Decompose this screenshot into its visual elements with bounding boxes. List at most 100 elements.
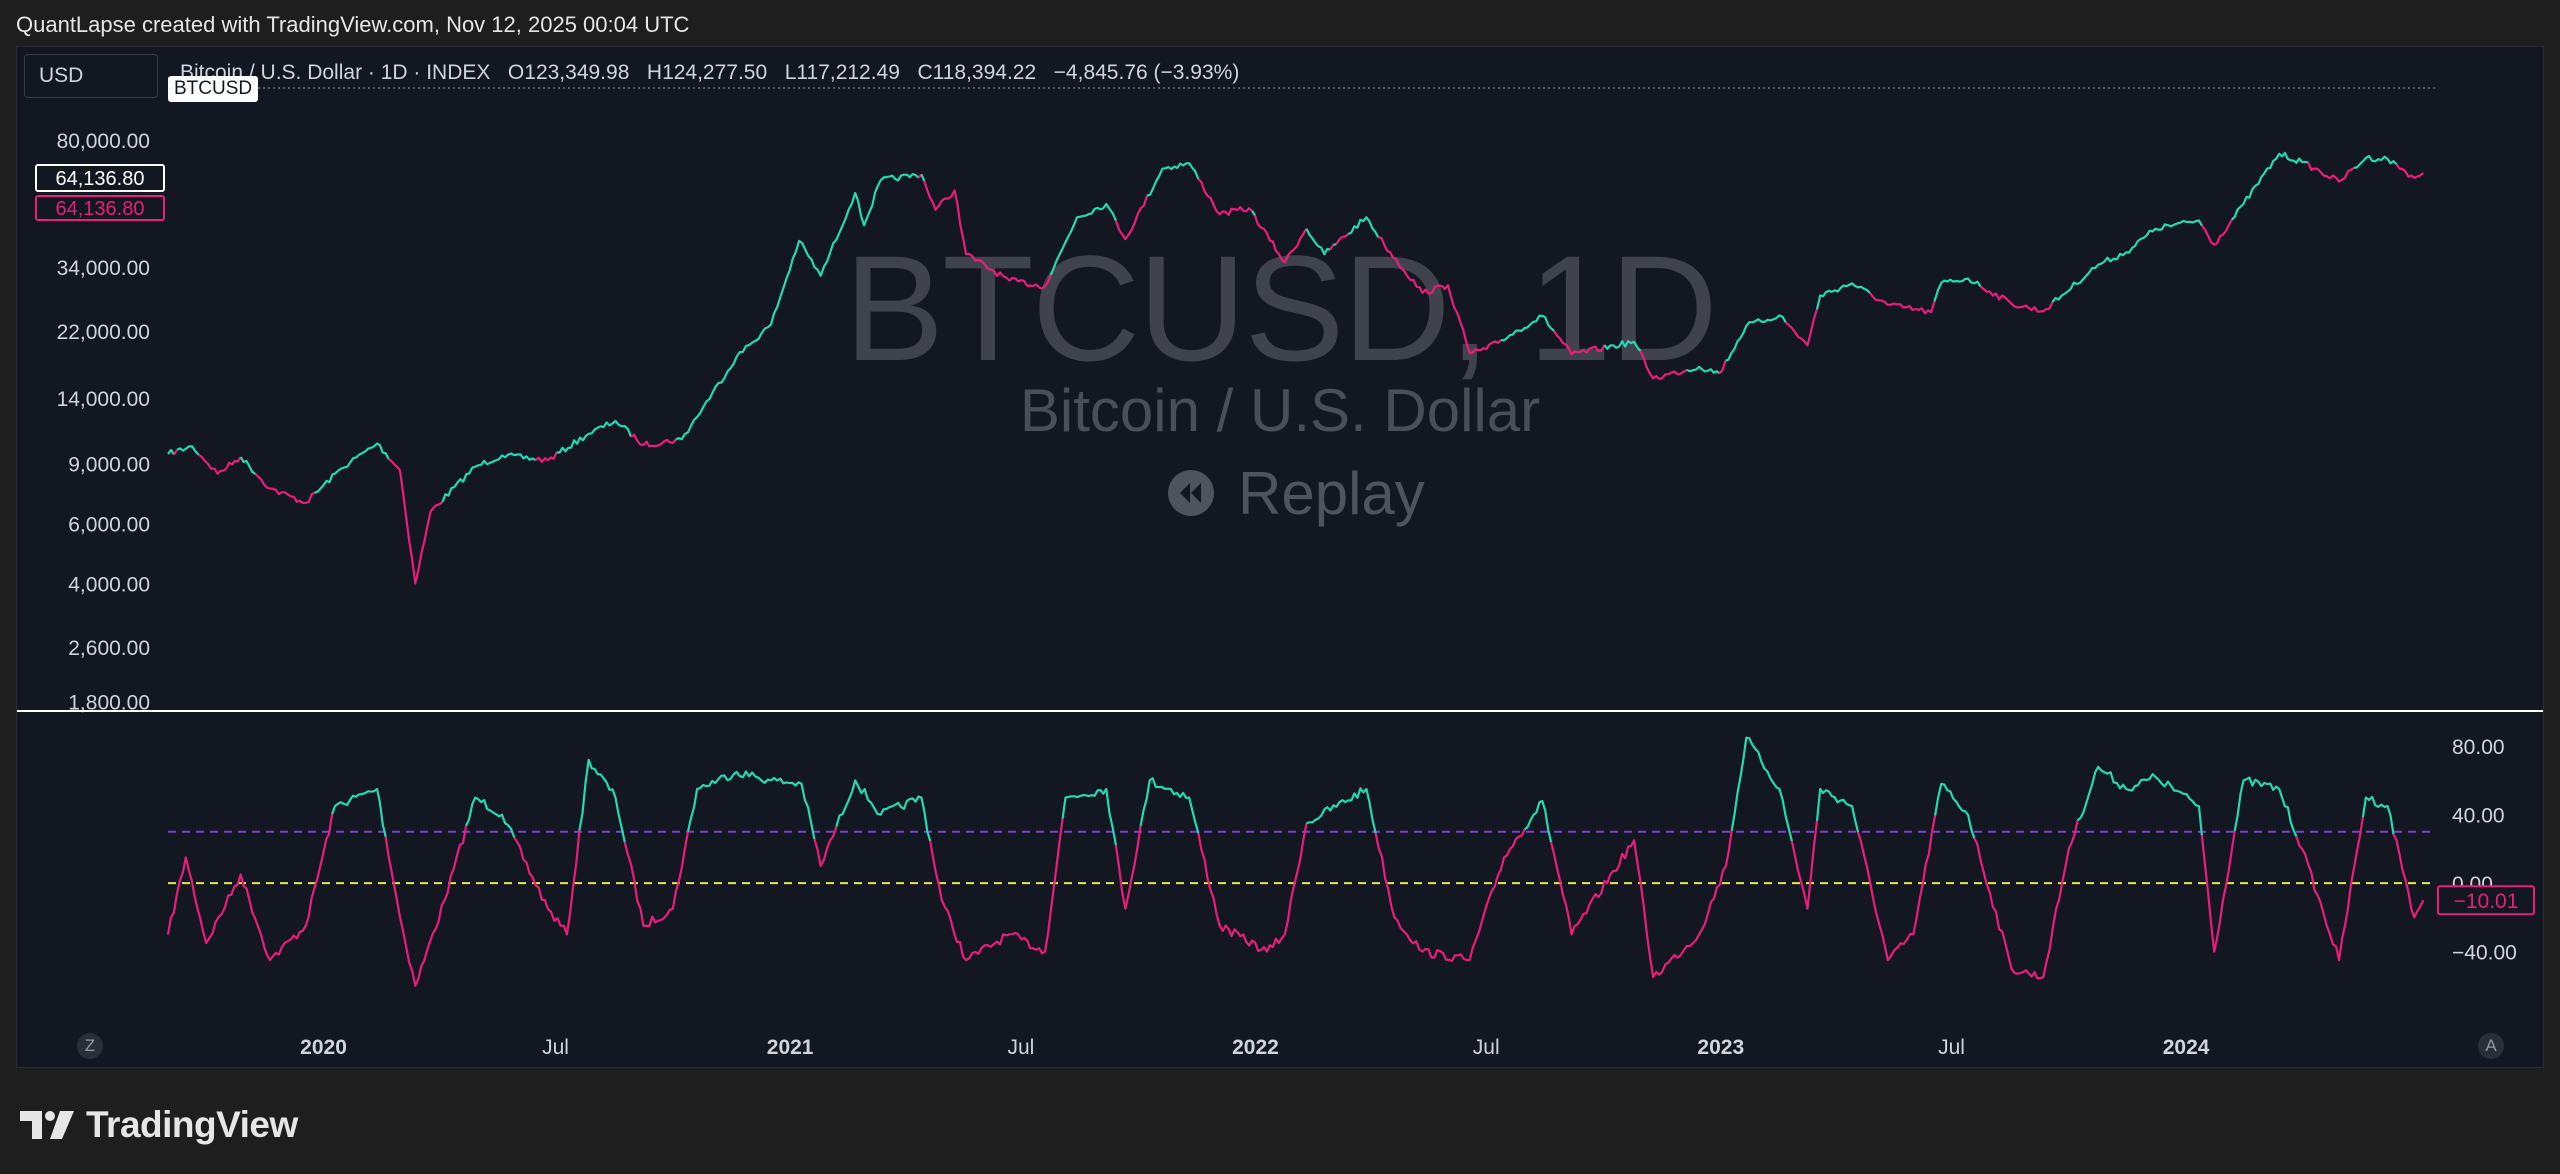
price-tick-label: 9,000.00 (68, 453, 150, 476)
legend-change: −4,845.76 (−3.93%) (1053, 61, 1240, 84)
symbol-legend: Bitcoin / U.S. Dollar · 1D · INDEX O123,… (180, 61, 1239, 85)
oscillator-segment (1523, 799, 1553, 843)
replay-watermark[interactable]: Replay (1168, 458, 1425, 528)
price-segment (1815, 282, 1871, 310)
legend-close: 118,394.22 (932, 61, 1037, 84)
oscillator-segment (1973, 819, 2079, 980)
tradingview-logo-text: TradingView (86, 1104, 298, 1145)
legend-high: 124,277.50 (662, 61, 768, 84)
price-segment (1933, 277, 1982, 302)
last-price-box-white (35, 164, 165, 192)
price-segment (1049, 202, 1117, 276)
price-segment (1500, 314, 1555, 342)
price-segment (1197, 178, 1253, 217)
oscillator-segment (1550, 830, 1733, 979)
auto-zoom-button[interactable]: Z (77, 1033, 103, 1059)
oscillator-segment (1730, 736, 1793, 842)
oscillator-segment (1934, 782, 1976, 839)
oscillator-segment (813, 826, 838, 868)
price-segment (1251, 210, 1256, 217)
last-price-label-pink: 64,136.80 (56, 198, 145, 220)
legend-low-label: L (784, 61, 797, 84)
oscillator-segment (1197, 822, 1308, 953)
price-segment (1378, 236, 1502, 354)
oscillator-segment (1061, 787, 1117, 846)
price-tick-label: 80,000.00 (57, 130, 150, 153)
price-segment (167, 448, 176, 456)
watermark-symbol: BTCUSD, 1D (844, 224, 1718, 392)
oscillator-segment (2361, 795, 2395, 835)
last-price-label-white: 64,136.80 (56, 168, 145, 190)
price-segment (1553, 330, 1606, 356)
oscillator-segment (2392, 833, 2425, 919)
oscillator-tick-label: −40.00 (2452, 942, 2517, 965)
watermark-description: Bitcoin / U.S. Dollar (1019, 377, 1541, 444)
oscillator-segment (835, 779, 932, 842)
price-segment (2231, 151, 2309, 221)
price-segment (2201, 219, 2233, 246)
oscillator-segment (2295, 817, 2364, 962)
time-tick-label: 2024 (2163, 1036, 2210, 1059)
oscillator-segment (331, 787, 387, 837)
price-segment (1335, 233, 1350, 245)
price-tick-label: 1,800.00 (68, 692, 150, 715)
price-series (167, 151, 2425, 585)
price-segment (1347, 216, 1380, 238)
time-tick-label: Jul (1938, 1036, 1965, 1059)
oscillator-segment (2200, 830, 2236, 953)
oscillator-segment (1374, 829, 1526, 963)
oscillator-segment (1857, 815, 1937, 962)
oscillator-segment (2076, 765, 2203, 836)
price-segment (2353, 154, 2398, 169)
tradingview-logo[interactable]: TradingView (20, 1104, 298, 1146)
price-tick-label: 34,000.00 (57, 257, 150, 280)
price-segment (1114, 195, 1149, 241)
currency-selector[interactable]: USD (24, 54, 158, 98)
oscillator-segment (1790, 820, 1819, 910)
oscillator-segment (1114, 825, 1142, 910)
oscillator-last-label: −10.01 (2454, 890, 2519, 913)
rewind-icon (1168, 470, 1214, 516)
oscillator-segment (929, 818, 1064, 962)
price-segment (1639, 350, 1688, 380)
oscillator-last-box (2437, 885, 2535, 916)
price-tick-label: 22,000.00 (57, 321, 150, 344)
price-tick-label: 14,000.00 (57, 388, 150, 411)
oscillator-segment (384, 825, 468, 987)
price-segment (630, 433, 677, 448)
last-price-box-pink (35, 195, 165, 221)
price-segment (1146, 162, 1200, 197)
legend-open-label: O (507, 61, 525, 84)
time-tick-label: Jul (542, 1036, 569, 1059)
price-segment (2307, 162, 2355, 183)
legend-high-label: H (646, 61, 663, 84)
price-segment (1686, 365, 1721, 375)
oscillator-segment (1815, 787, 1860, 833)
price-tick-label: 6,000.00 (68, 513, 150, 536)
price-segment (2395, 163, 2425, 179)
replay-label: Replay (1238, 459, 1425, 527)
price-segment (173, 449, 179, 456)
oscillator-segment (623, 831, 690, 928)
legend-low: 117,212.49 (796, 61, 900, 84)
chart-frame (16, 46, 2544, 1068)
oscillator-series (166, 736, 2425, 987)
oscillator-segment (686, 770, 816, 840)
price-segment (2051, 219, 2203, 303)
time-tick-label: 2021 (767, 1036, 814, 1059)
oscillator-levels (168, 830, 2436, 885)
price-segment (441, 452, 537, 503)
price-segment (314, 442, 390, 494)
symbol-tag[interactable]: BTCUSD (168, 76, 259, 102)
oscillator-segment (578, 758, 626, 843)
price-segment (176, 445, 200, 456)
oscillator-tick-label: 80.00 (2452, 736, 2505, 759)
snapshot-caption: QuantLapse created with TradingView.com,… (16, 12, 690, 37)
price-segment (1253, 215, 1308, 264)
auto-scale-button[interactable]: A (2478, 1033, 2504, 1059)
price-segment (1869, 292, 1936, 315)
price-segment (1725, 314, 1787, 362)
oscillator-segment (513, 830, 581, 936)
